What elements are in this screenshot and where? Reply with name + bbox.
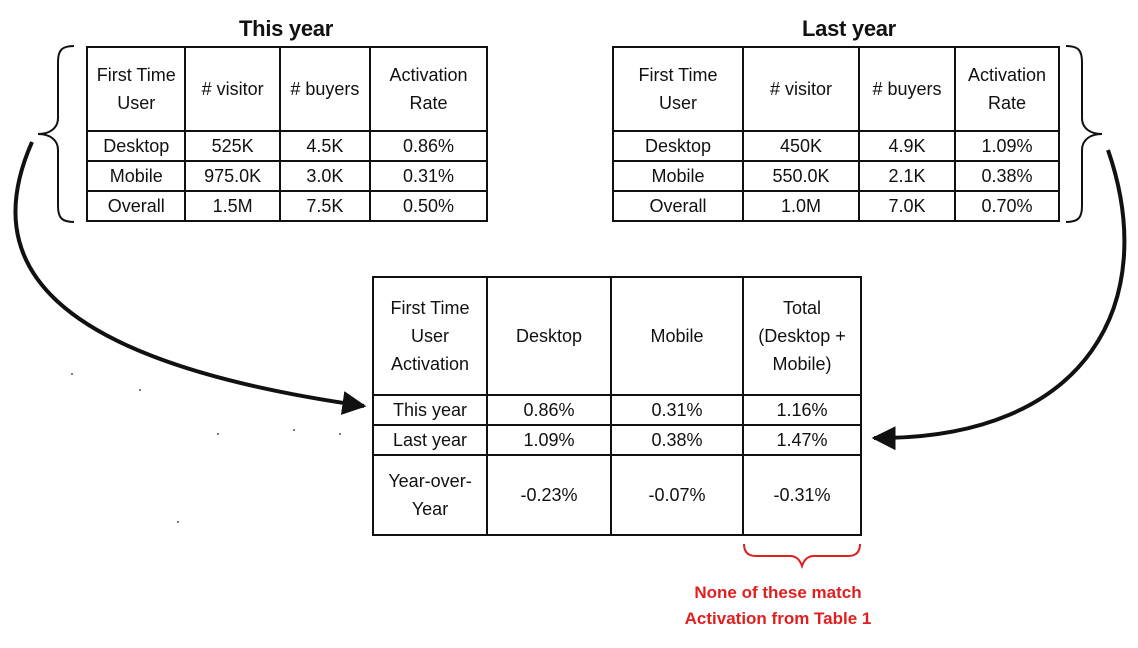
table-header-row: First Time User # visitor # buyers Activ… (612, 46, 1060, 132)
buyers-cell: 7.0K (858, 190, 956, 222)
header-total: Total (Desktop + Mobile) (742, 276, 862, 396)
last-year-arrow (871, 149, 1127, 451)
table-row: Year-over- Year -0.23% -0.07% -0.31% (372, 454, 862, 536)
table-header-row: First Time User Activation Desktop Mobil… (372, 276, 862, 396)
header-desktop: Desktop (486, 276, 612, 396)
header-visitor: # visitor (184, 46, 281, 132)
activation-rate-cell: 0.70% (954, 190, 1060, 222)
buyers-cell: 7.5K (278, 190, 372, 222)
table-row: Desktop 525K 4.5K 0.86% (85, 130, 488, 162)
last-year-title: Last year (802, 16, 896, 41)
row-label: Last year (372, 424, 488, 456)
table-row: Overall 1.0M 7.0K 0.70% (612, 190, 1060, 222)
header-activation-rate: Activation Rate (369, 46, 488, 132)
last-year-table: First Time User # visitor # buyers Activ… (612, 46, 1060, 222)
desktop-cell: 0.86% (486, 394, 612, 426)
table-header-row: First Time User # visitor # buyers Activ… (85, 46, 488, 132)
row-label: This year (372, 394, 488, 426)
left-curly-brace (37, 45, 75, 223)
row-label: Overall (612, 190, 744, 222)
table-row: Mobile 975.0K 3.0K 0.31% (85, 160, 488, 192)
buyers-cell: 4.5K (278, 130, 372, 162)
row-label: Mobile (612, 160, 744, 192)
activation-rate-cell: 0.38% (954, 160, 1060, 192)
activation-rate-cell: 1.09% (954, 130, 1060, 162)
header-first-time-user: First Time User (612, 46, 744, 132)
mobile-cell: 0.38% (610, 424, 744, 456)
visitor-cell: 1.0M (742, 190, 860, 222)
activation-rate-cell: 0.31% (369, 160, 488, 192)
total-cell: 1.47% (742, 424, 862, 456)
visitor-cell: 525K (184, 130, 281, 162)
header-visitor: # visitor (742, 46, 860, 132)
mobile-cell: 0.31% (610, 394, 744, 426)
row-label: Desktop (85, 130, 187, 162)
visitor-cell: 1.5M (184, 190, 281, 222)
header-activation-rate: Activation Rate (954, 46, 1060, 132)
header-first-time-user-activation: First Time User Activation (372, 276, 488, 396)
buyers-cell: 4.9K (858, 130, 956, 162)
row-label: Overall (85, 190, 187, 222)
mismatch-annotation: None of these match Activation from Tabl… (684, 583, 872, 628)
row-label: Desktop (612, 130, 744, 162)
total-cell: -0.31% (742, 454, 862, 536)
table-row: Last year 1.09% 0.38% 1.47% (372, 424, 862, 456)
this-year-title: This year (239, 16, 333, 41)
visitor-cell: 450K (742, 130, 860, 162)
activation-rate-cell: 0.50% (369, 190, 488, 222)
row-label: Mobile (85, 160, 187, 192)
this-year-table: First Time User # visitor # buyers Activ… (85, 46, 488, 222)
visitor-cell: 550.0K (742, 160, 860, 192)
header-buyers: # buyers (278, 46, 372, 132)
stray-specks (71, 373, 341, 523)
activation-rate-cell: 0.86% (369, 130, 488, 162)
header-first-time-user: First Time User (85, 46, 187, 132)
right-curly-brace (1065, 45, 1103, 223)
row-label: Year-over- Year (372, 454, 488, 536)
desktop-cell: 1.09% (486, 424, 612, 456)
header-mobile: Mobile (610, 276, 744, 396)
buyers-cell: 3.0K (278, 160, 372, 192)
table-row: This year 0.86% 0.31% 1.16% (372, 394, 862, 426)
red-bracket (743, 543, 861, 570)
table-row: Overall 1.5M 7.5K 0.50% (85, 190, 488, 222)
this-year-arrow (13, 141, 367, 415)
table-row: Mobile 550.0K 2.1K 0.38% (612, 160, 1060, 192)
table-row: Desktop 450K 4.9K 1.09% (612, 130, 1060, 162)
visitor-cell: 975.0K (184, 160, 281, 192)
mobile-cell: -0.07% (610, 454, 744, 536)
buyers-cell: 2.1K (858, 160, 956, 192)
header-buyers: # buyers (858, 46, 956, 132)
total-cell: 1.16% (742, 394, 862, 426)
desktop-cell: -0.23% (486, 454, 612, 536)
comparison-table: First Time User Activation Desktop Mobil… (372, 276, 862, 536)
